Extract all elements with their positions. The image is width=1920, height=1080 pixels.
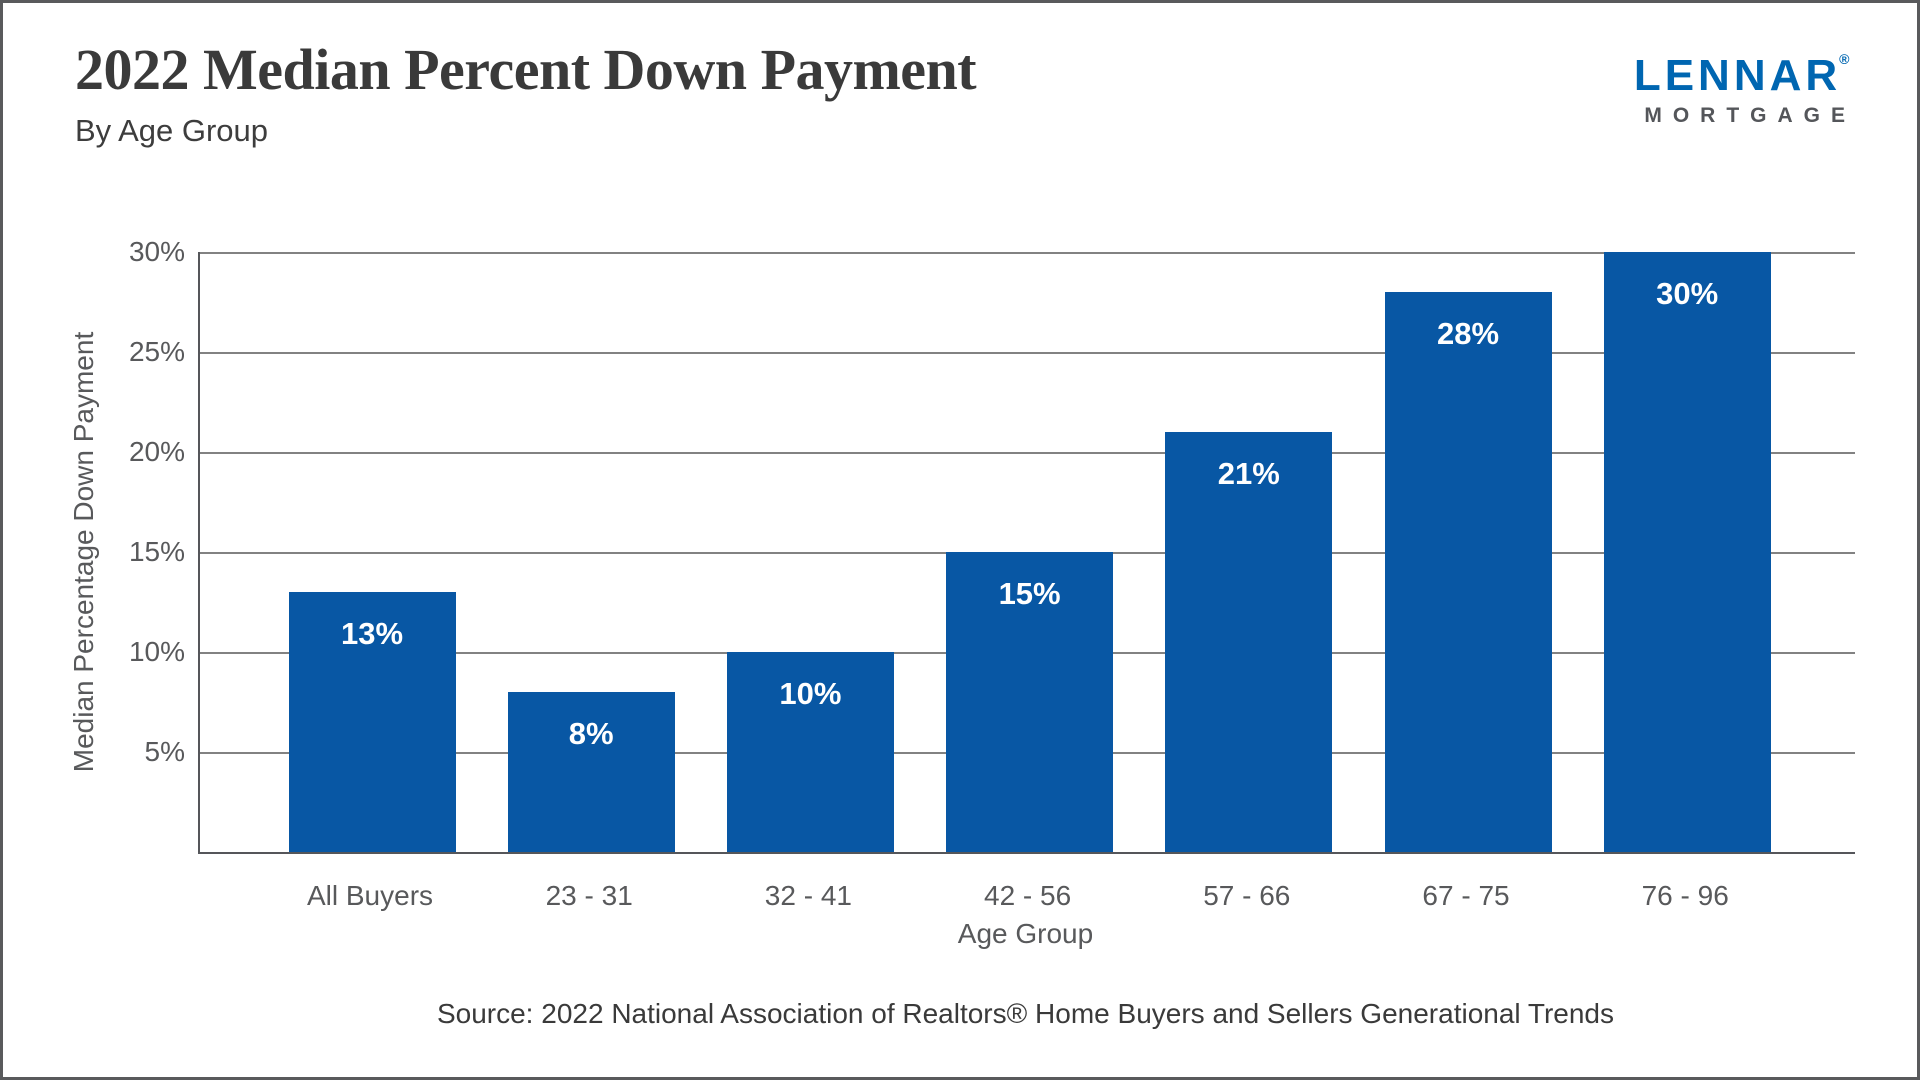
bar-value-label: 15% xyxy=(998,576,1061,611)
y-tick-label: 30% xyxy=(128,236,185,267)
y-tick-label: 5% xyxy=(144,736,185,767)
y-tick-label: 25% xyxy=(128,336,185,367)
x-tick-label: 42 - 56 xyxy=(984,880,1072,911)
page-subtitle: By Age Group xyxy=(75,112,269,148)
mortgage-wordmark: MORTGAGE xyxy=(1644,104,1856,127)
x-tick-label: 76 - 96 xyxy=(1641,880,1729,911)
bar-value-label: 30% xyxy=(1656,276,1719,311)
gridline xyxy=(200,452,1855,454)
y-axis-title: Median Percentage Down Payment xyxy=(68,331,99,773)
x-axis-title: Age Group xyxy=(957,918,1094,949)
x-tick-label: 23 - 31 xyxy=(545,880,633,911)
x-tick-label: 32 - 41 xyxy=(764,880,852,911)
bar-42-56: 15% xyxy=(946,552,1114,852)
bar-57-66: 21% xyxy=(1165,432,1333,852)
bar-value-label: 13% xyxy=(340,616,404,651)
bar-67-75: 28% xyxy=(1384,292,1552,852)
lennar-wordmark: LENNAR® xyxy=(1633,51,1856,100)
x-tick-label: 57 - 66 xyxy=(1203,880,1291,911)
lennar-mortgage-logo: LENNAR® MORTGAGE xyxy=(1633,51,1856,127)
bar-value-label: 21% xyxy=(1217,456,1280,491)
bar-76-96: 30% xyxy=(1603,252,1771,852)
bar-23-31: 8% xyxy=(507,692,675,852)
gridline xyxy=(200,252,1855,254)
bar-all-buyers: 13% xyxy=(288,592,456,852)
x-axis-tick-row: All Buyers 23 - 31 32 - 41 42 - 56 57 - 66 67… xyxy=(198,880,1853,914)
x-tick-label: 67 - 75 xyxy=(1422,880,1510,911)
plot-area: 5% 10% 15% 20% 25% 30% 13% 8% 10% 15% 21% 28% 30% xyxy=(129,236,1855,854)
bar-value-label: 10% xyxy=(779,676,842,711)
x-tick-label: All Buyers xyxy=(306,880,434,911)
source-note: Source: 2022 National Association of Rea… xyxy=(436,998,1615,1029)
page-title: 2022 Median Percent Down Payment xyxy=(75,37,977,102)
y-tick-label: 10% xyxy=(128,636,185,667)
registered-trademark-icon: ® xyxy=(1839,51,1854,67)
y-tick-label: 15% xyxy=(128,536,185,567)
bar-value-label: 28% xyxy=(1436,316,1500,351)
lennar-wordmark-text: LENNAR xyxy=(1633,51,1842,100)
bar-value-label: 8% xyxy=(568,716,614,751)
header: 2022 Median Percent Down Payment By Age … xyxy=(75,37,977,149)
gridline xyxy=(200,352,1855,354)
y-tick-label: 20% xyxy=(128,436,185,467)
bar-32-41: 10% xyxy=(726,652,894,852)
